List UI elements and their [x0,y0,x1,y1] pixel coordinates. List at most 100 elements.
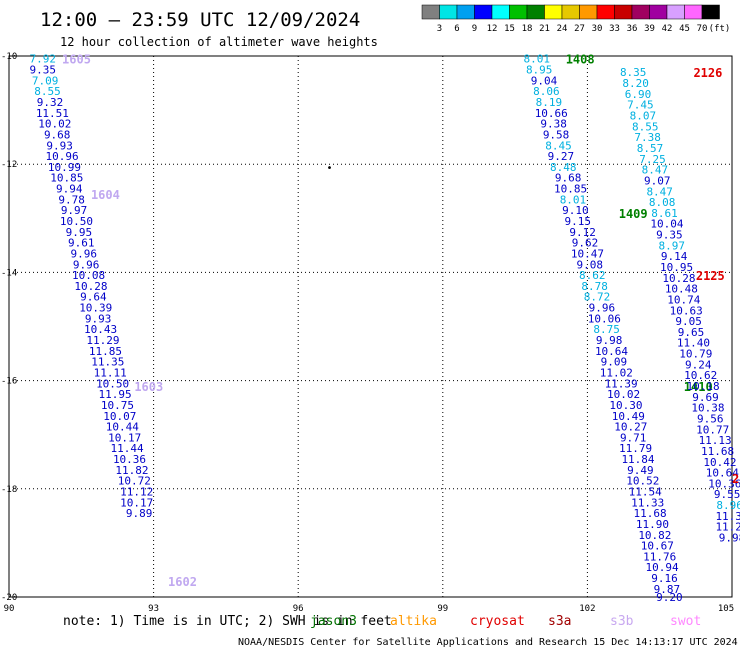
wave-height-label: 11.24 [715,521,740,534]
wave-height-label: 9.93 [46,139,73,152]
wave-height-label: 9.94 [56,183,83,196]
wave-height-label: 10.47 [571,247,604,260]
chart-title: 12:00 – 23:59 UTC 12/09/2024 [40,9,360,31]
wave-height-label: 9.93 [85,312,112,325]
wave-height-label: 10.28 [662,272,695,285]
colorbar-swatch [579,4,598,20]
wave-height-label: 10.72 [118,475,151,488]
wave-height-label: 10.63 [670,304,703,317]
colorbar-swatch [491,4,510,20]
wave-height-label: 9.20 [656,591,683,604]
wave-height-label: 9.69 [692,391,719,404]
colorbar-label: 3 [437,24,442,34]
x-tick-label: 102 [579,604,595,614]
wave-height-label: 10.02 [38,118,71,131]
wave-height-label: 11.40 [677,337,710,350]
wave-height-label: 9.24 [685,358,712,371]
y-tick-label: -12 [1,160,17,170]
wave-height-label: 9.04 [531,74,558,87]
wave-height-label: 10.38 [691,402,724,415]
colorbar-swatch [474,4,493,20]
wave-height-label: 10.79 [679,348,712,361]
wave-height-label: 10.75 [101,399,134,412]
wave-height-label: 10.04 [650,218,683,231]
wave-height-label: 10.36 [708,477,740,490]
colorbar-label: 39 [644,24,655,34]
wave-height-label: 10.85 [50,172,83,185]
colorbar-swatch [526,4,545,20]
wave-height-label: 10.18 [687,380,720,393]
wave-height-label: 10.44 [106,421,139,434]
wave-height-label: 9.12 [569,226,596,239]
colorbar-label: 70 [697,24,708,34]
point-marker: • [327,163,333,174]
wave-height-label: 11.51 [36,107,69,120]
wave-height-label: 10.17 [108,431,141,444]
wave-height-label: 10.77 [696,423,729,436]
pass-time-label: 1603 [134,380,163,394]
wave-height-label: 8.20 [622,77,649,90]
pass-time-label: 2126 [693,66,722,80]
chart-subtitle: 12 hour collection of altimeter wave hei… [60,35,378,49]
wave-height-label: 11.12 [120,486,153,499]
wave-height-label: 9.35 [656,229,683,242]
wave-height-label: 9.68 [555,172,582,185]
colorbar-swatch [439,4,458,20]
colorbar-label: 18 [522,24,533,34]
wave-height-label: 10.96 [45,150,78,163]
wave-height-label: 10.17 [120,496,153,509]
wave-height-label: 8.97 [659,239,686,252]
wave-height-label: 10.67 [641,540,674,553]
wave-height-label: 10.50 [60,215,93,228]
wave-height-label: 8.95 [526,64,553,77]
satellite-cryosat-label: cryosat [470,614,525,629]
colorbar-label: 36 [627,24,638,34]
pass-time-label: 1602 [168,575,197,589]
wave-height-label: 10.42 [703,456,736,469]
wave-height-label: 7.09 [32,74,59,87]
wave-height-label: 8.01 [560,193,587,206]
y-tick-label: -14 [1,268,17,278]
wave-height-label: 9.62 [572,237,599,250]
colorbar-label: 12 [487,24,498,34]
wave-height-label: 11.54 [629,486,662,499]
wave-height-label: 10.07 [103,410,136,423]
wave-height-label: 9.96 [73,258,100,271]
wave-height-label: 11.11 [94,366,127,379]
wave-height-label: 9.14 [661,250,688,263]
wave-height-label: 9.07 [644,174,671,187]
wave-height-label: 8.55 [632,120,659,133]
wave-height-label: 10.66 [535,107,568,120]
wave-height-label: 11.68 [633,507,666,520]
wave-height-label: 9.08 [577,258,604,271]
wave-height-label: 11.82 [115,464,148,477]
wave-height-label: 10.43 [84,323,117,336]
wave-height-label: 11.35 [91,356,124,369]
colorbar-swatch [509,4,528,20]
wave-height-label: 10.36 [113,453,146,466]
satellite-s3b-label: s3b [610,614,634,629]
wave-height-label: 10.64 [706,467,739,480]
wave-height-label: 10.64 [595,345,628,358]
satellite-legend: jason3 altika cryosat s3a s3b swot [310,614,701,629]
wave-height-label: 9.10 [562,204,589,217]
wave-height-label: 8.19 [536,96,563,109]
wave-height-label: 10.52 [626,475,659,488]
colorbar-label: 30 [592,24,603,34]
pass-time-label: 2125 [696,269,725,283]
wave-height-label: 10.94 [646,561,679,574]
wave-height-label: 9.09 [601,356,628,369]
colorbar-swatch [666,4,685,20]
x-tick-label: 93 [148,604,159,614]
wave-height-label: 8.47 [646,185,673,198]
wave-height-label: 9.95 [66,226,93,239]
wave-height-label: 8.62 [579,269,606,282]
wave-height-label: 10.30 [609,399,642,412]
colorbar-label: 9 [472,24,477,34]
satellite-altika-label: altika [390,614,437,629]
colorbar-swatch [649,4,668,20]
wave-height-label: 7.25 [639,153,666,166]
pass-time-label: 1408 [566,53,595,67]
wave-height-label: 8.06 [533,85,560,98]
